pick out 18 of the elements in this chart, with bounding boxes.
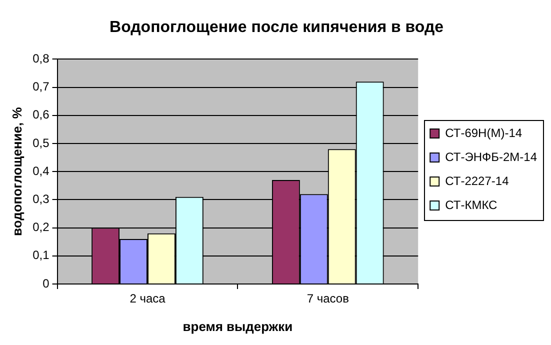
legend-label: СТ-2227-14 [445, 174, 510, 188]
x-axis-title: время выдержки [182, 318, 293, 334]
y-tick-label: 0 [42, 276, 50, 290]
y-tick-label: 0,6 [32, 108, 50, 122]
legend-label: СТ-КМКС [445, 198, 498, 212]
x-tick-label: 2 часа [130, 292, 166, 306]
x-tick-label: 7 часов [306, 292, 349, 306]
y-tick-label: 0,3 [32, 192, 50, 206]
y-tick-label: 0,1 [32, 248, 50, 262]
chart-title: Водопоглощение после кипячения в воде [110, 19, 444, 36]
y-tick-label: 0,7 [32, 80, 50, 94]
y-tick-label: 0,2 [32, 220, 50, 234]
y-tick-label: 0,8 [32, 52, 50, 66]
legend-label: СТ-ЭНФБ-2М-14 [445, 150, 538, 164]
legend-label: СТ-69Н(М)-14 [445, 126, 522, 140]
y-tick-label: 0,4 [32, 164, 50, 178]
y-axis-title: водопоглощение, % [9, 106, 24, 236]
y-tick-label: 0,5 [32, 136, 50, 150]
